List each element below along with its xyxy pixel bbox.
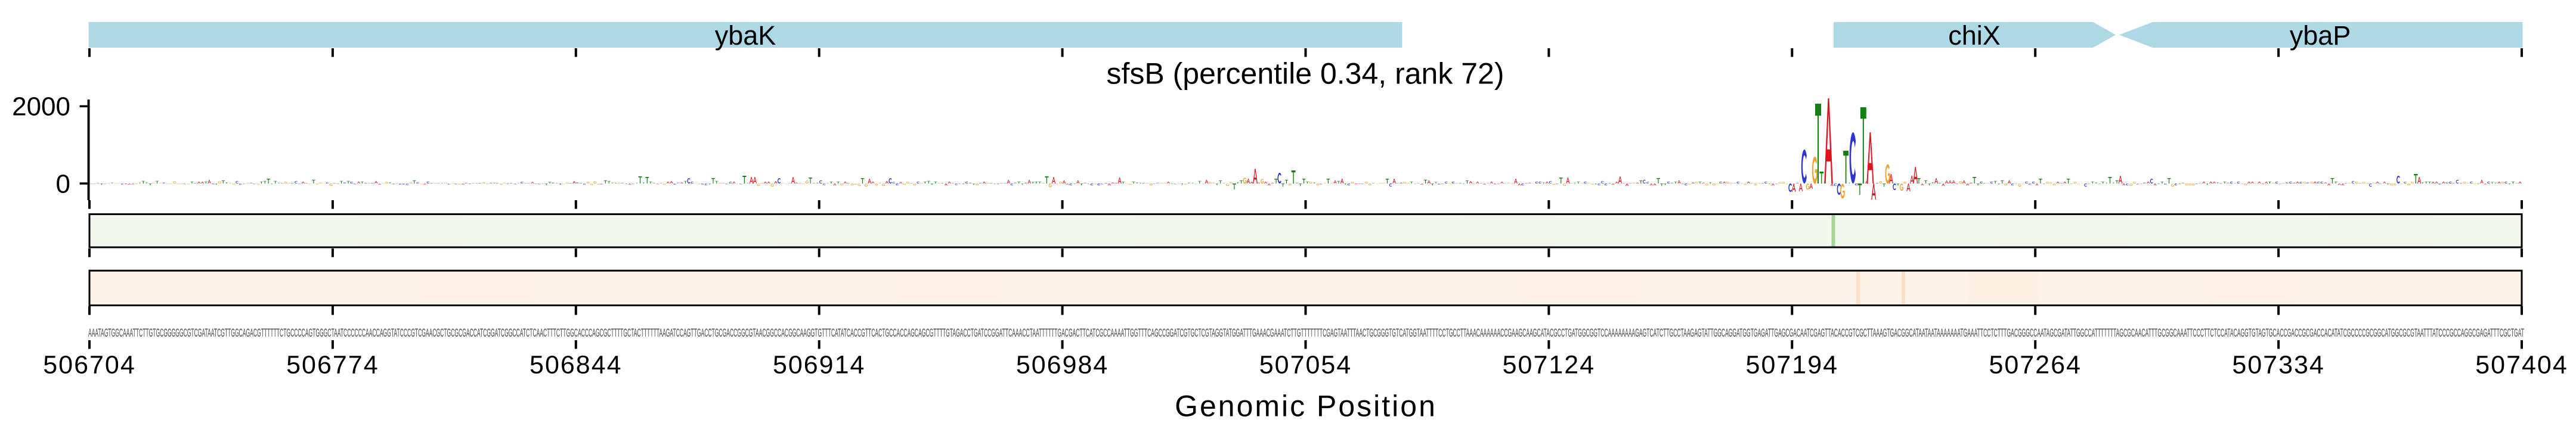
svg-text:507054: 507054 (1259, 350, 1352, 379)
svg-text:507194: 507194 (1746, 350, 1839, 379)
svg-text:507124: 507124 (1503, 350, 1596, 379)
svg-text:506704: 506704 (43, 350, 136, 379)
svg-text:AAATAGTGGCAAATTCTTGTGCGGGGGCGT: AAATAGTGGCAAATTCTTGTGCGGGGGCGTCGATAATCGT… (88, 327, 2524, 340)
svg-text:507264: 507264 (1989, 350, 2082, 379)
svg-text:ybaP: ybaP (2290, 20, 2351, 51)
svg-text:Genomic Position: Genomic Position (1175, 390, 1437, 423)
svg-text:chiX: chiX (1948, 20, 2001, 51)
svg-text:506844: 506844 (530, 350, 623, 379)
svg-text:506984: 506984 (1016, 350, 1109, 379)
svg-text:506914: 506914 (773, 350, 866, 379)
svg-text:ybaK: ybaK (715, 20, 776, 51)
svg-text:507334: 507334 (2232, 350, 2325, 379)
svg-text:sfsB (percentile 0.34, rank 72: sfsB (percentile 0.34, rank 72) (1107, 57, 1504, 91)
svg-text:0: 0 (56, 169, 70, 198)
svg-text:506774: 506774 (286, 350, 379, 379)
svg-text:2000: 2000 (12, 92, 70, 122)
svg-text:507404: 507404 (2475, 350, 2568, 379)
